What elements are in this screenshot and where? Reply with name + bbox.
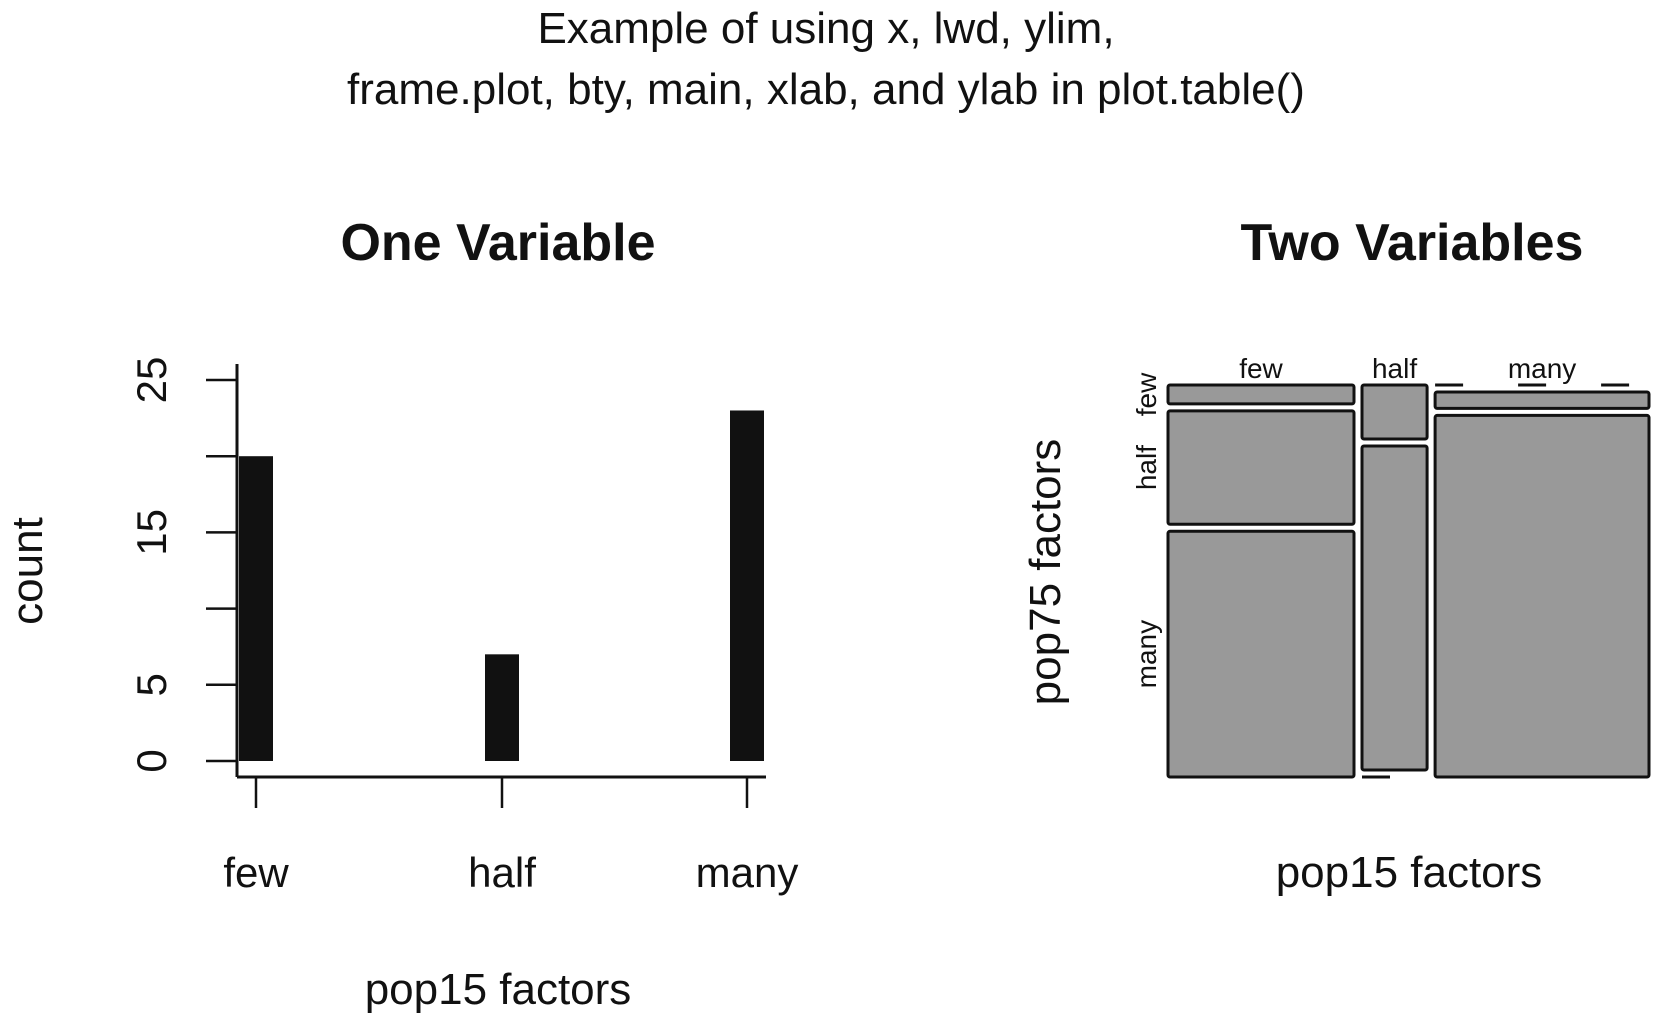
bar-many xyxy=(730,410,764,761)
figure-title-line2: frame.plot, bty, main, xlab, and ylab in… xyxy=(347,65,1305,114)
mosaic-cell-many-half xyxy=(1433,390,1651,410)
mosaic-cell-few-many xyxy=(1166,529,1356,779)
mosaic-cell-few-half xyxy=(1166,409,1356,526)
x-tick-label: half xyxy=(468,849,536,896)
x-tick-label: many xyxy=(696,849,799,896)
mosaic-panel: Two Variables pop75 factors pop15 factor… xyxy=(1021,214,1651,897)
mosaic-labels: few half many few half many xyxy=(1131,353,1576,688)
mosaic-cell-many-many xyxy=(1433,413,1651,779)
bar-chart-panel: One Variable count pop15 factors 0 5 15 25 f… xyxy=(3,214,798,1014)
bar-chart-ylabel: count xyxy=(3,517,52,625)
bar-chart-axes: 0 5 15 25 few half many xyxy=(128,357,798,896)
mosaic-col-label: half xyxy=(1372,353,1417,384)
mosaic-col-label: many xyxy=(1508,353,1576,384)
mosaic-cell-half-few xyxy=(1360,383,1429,441)
mosaic-row-label: few xyxy=(1131,372,1162,416)
y-tick-label: 5 xyxy=(128,673,175,696)
mosaic-cell-half-half xyxy=(1360,444,1429,772)
mosaic-title: Two Variables xyxy=(1241,214,1584,272)
mosaic-row-label: half xyxy=(1131,445,1162,490)
y-tick-label: 15 xyxy=(128,509,175,556)
x-tick-label: few xyxy=(223,849,289,896)
mosaic-cells xyxy=(1166,383,1651,779)
bar-chart-bars xyxy=(239,410,764,761)
y-tick-label: 0 xyxy=(128,749,175,772)
y-tick-label: 25 xyxy=(128,357,175,404)
mosaic-col-label: few xyxy=(1239,353,1283,384)
mosaic-ylabel: pop75 factors xyxy=(1021,439,1070,706)
bar-half xyxy=(485,654,519,761)
mosaic-row-label: many xyxy=(1131,620,1162,688)
mosaic-xlabel: pop15 factors xyxy=(1276,848,1543,897)
bar-chart-xlabel: pop15 factors xyxy=(365,965,632,1014)
figure-title-line1: Example of using x, lwd, ylim, xyxy=(537,4,1114,53)
bar-few xyxy=(239,456,273,761)
bar-chart-title: One Variable xyxy=(340,214,655,272)
mosaic-cell-few-few xyxy=(1166,383,1356,406)
